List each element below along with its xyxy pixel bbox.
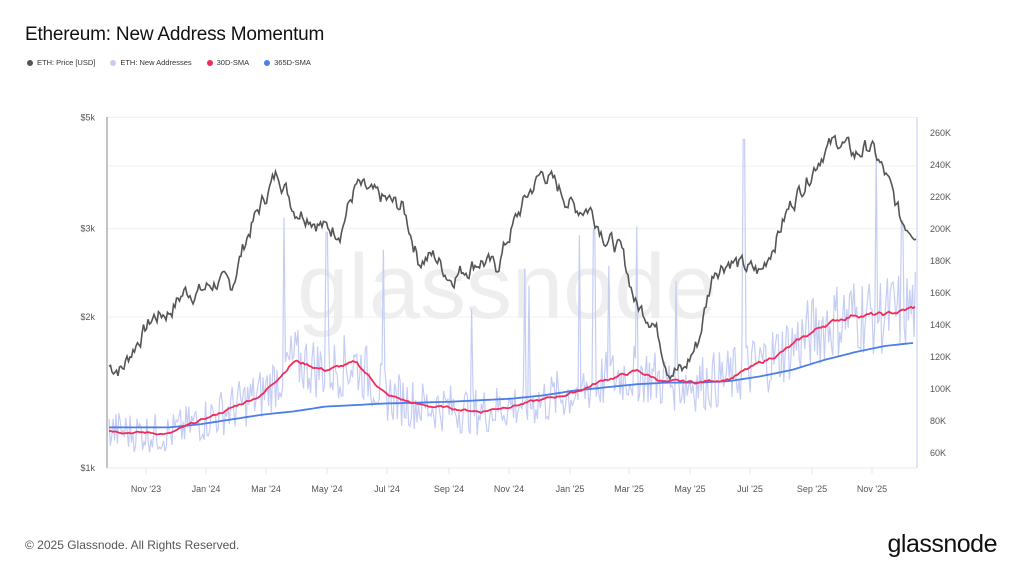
svg-text:Mar '25: Mar '25 (614, 484, 644, 494)
svg-text:Nov '23: Nov '23 (131, 484, 161, 494)
svg-text:180K: 180K (930, 256, 951, 266)
sma30-line (108, 305, 916, 436)
svg-text:160K: 160K (930, 288, 951, 298)
glassnode-logo: glassnode (887, 530, 998, 558)
svg-text:60K: 60K (930, 448, 946, 458)
svg-text:140K: 140K (930, 320, 951, 330)
sma30-dot-icon (206, 59, 213, 66)
sma365-line (109, 342, 914, 429)
legend-label: 30D-SMA (216, 58, 250, 67)
watermark: glassnode (297, 236, 716, 338)
svg-text:200K: 200K (930, 224, 951, 234)
svg-text:Sep '25: Sep '25 (797, 484, 827, 494)
chart-title: Ethereum: New Address Momentum (25, 24, 325, 45)
svg-text:80K: 80K (930, 416, 946, 426)
copyright: © 2025 Glassnode. All Rights Reserved. (25, 538, 240, 552)
svg-text:$3k: $3k (80, 224, 95, 234)
sma365-dot-icon (264, 59, 271, 66)
svg-text:Sep '24: Sep '24 (434, 484, 464, 494)
svg-text:Mar '24: Mar '24 (251, 484, 281, 494)
legend-label: ETH: New Addresses (120, 58, 192, 67)
price-line (108, 134, 917, 381)
svg-text:220K: 220K (930, 192, 951, 202)
price-dot-icon (27, 59, 33, 66)
svg-text:Nov '25: Nov '25 (857, 484, 887, 494)
axes (106, 117, 918, 474)
svg-text:120K: 120K (930, 352, 951, 362)
legend: ETH: Price [USD] ETH: New Addresses 30D-… (27, 58, 311, 67)
legend-item-new-addresses[interactable]: ETH: New Addresses (110, 58, 192, 67)
svg-text:Jan '24: Jan '24 (192, 484, 221, 494)
svg-text:260K: 260K (930, 128, 951, 138)
legend-label: ETH: Price [USD] (37, 58, 96, 67)
svg-text:$5k: $5k (80, 112, 95, 122)
svg-text:240K: 240K (930, 160, 951, 170)
svg-text:Jul '25: Jul '25 (737, 484, 763, 494)
svg-text:$2k: $2k (80, 312, 95, 322)
svg-text:Jan '25: Jan '25 (556, 484, 585, 494)
svg-text:Nov '24: Nov '24 (494, 484, 524, 494)
legend-item-30d-sma[interactable]: 30D-SMA (206, 58, 250, 67)
svg-text:May '25: May '25 (674, 484, 705, 494)
new-addresses-dot-icon (110, 59, 117, 66)
legend-label: 365D-SMA (274, 58, 311, 67)
svg-text:May '24: May '24 (311, 484, 342, 494)
svg-text:100K: 100K (930, 384, 951, 394)
svg-text:$1k: $1k (80, 463, 95, 473)
axis-labels: $1k $2k $3k $5k 60K 80K 100K 120K 140K 160K 180K 20… (80, 112, 951, 494)
legend-item-365d-sma[interactable]: 365D-SMA (264, 58, 311, 67)
svg-text:Jul '24: Jul '24 (374, 484, 400, 494)
legend-item-price[interactable]: ETH: Price [USD] (27, 58, 95, 67)
